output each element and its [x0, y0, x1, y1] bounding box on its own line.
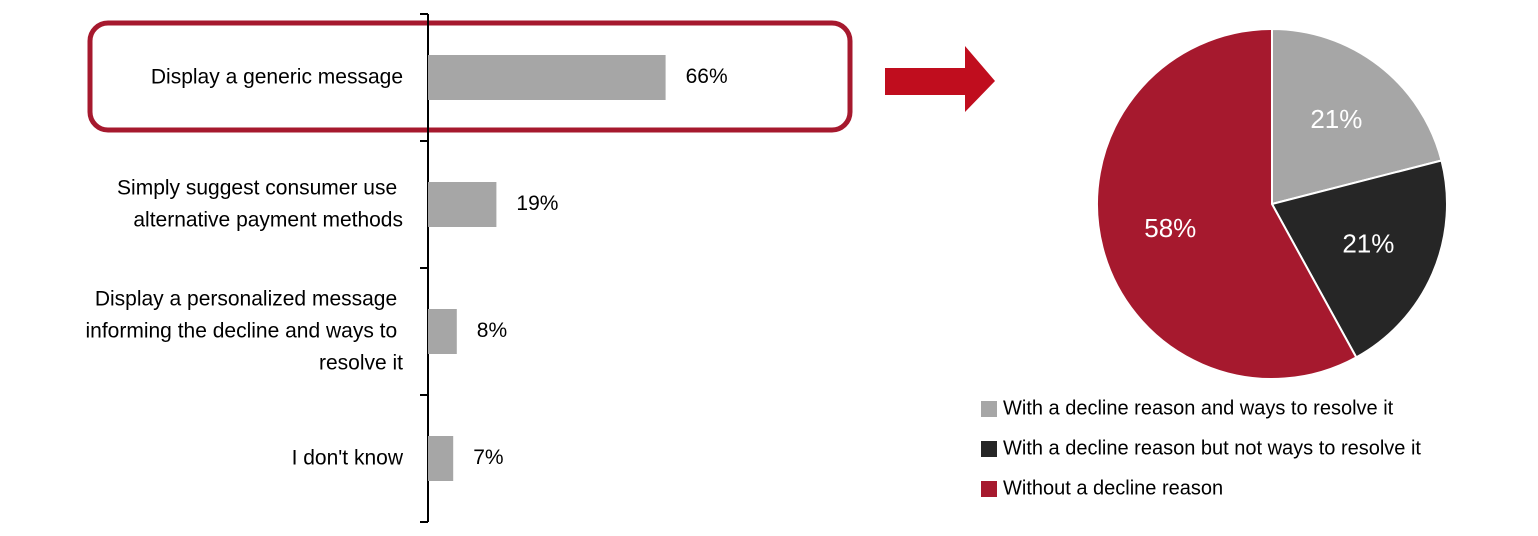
bar — [428, 55, 666, 100]
pie-label: 21% — [1310, 104, 1362, 134]
pie-slice — [1270, 159, 1448, 359]
value-label: 7% — [473, 446, 503, 469]
pie-label: 58% — [1144, 213, 1196, 243]
legend-label: With a decline reason and ways to resolv… — [1003, 397, 1394, 419]
value-label: 66% — [686, 65, 728, 88]
pie-slice — [1096, 27, 1358, 380]
category-label: Display a personalized message informing… — [85, 287, 403, 374]
bar — [428, 309, 457, 354]
value-label: 8% — [477, 319, 507, 342]
pie-label: 21% — [1342, 229, 1394, 259]
category-label: I don't know — [292, 446, 404, 469]
bar — [428, 182, 497, 227]
bar — [428, 436, 454, 481]
value-label: 19% — [516, 192, 558, 215]
legend-swatch — [981, 441, 997, 457]
pie-slice — [1271, 27, 1443, 206]
highlight-box — [87, 20, 853, 133]
legend-label: With a decline reason but not ways to re… — [1003, 437, 1421, 459]
category-label: Display a generic message — [151, 65, 403, 88]
arrow — [885, 46, 995, 112]
legend-swatch — [981, 401, 997, 417]
legend-swatch — [981, 481, 997, 497]
category-label: Simply suggest consumer use alternative … — [117, 176, 403, 231]
legend-label: Without a decline reason — [1003, 477, 1223, 499]
